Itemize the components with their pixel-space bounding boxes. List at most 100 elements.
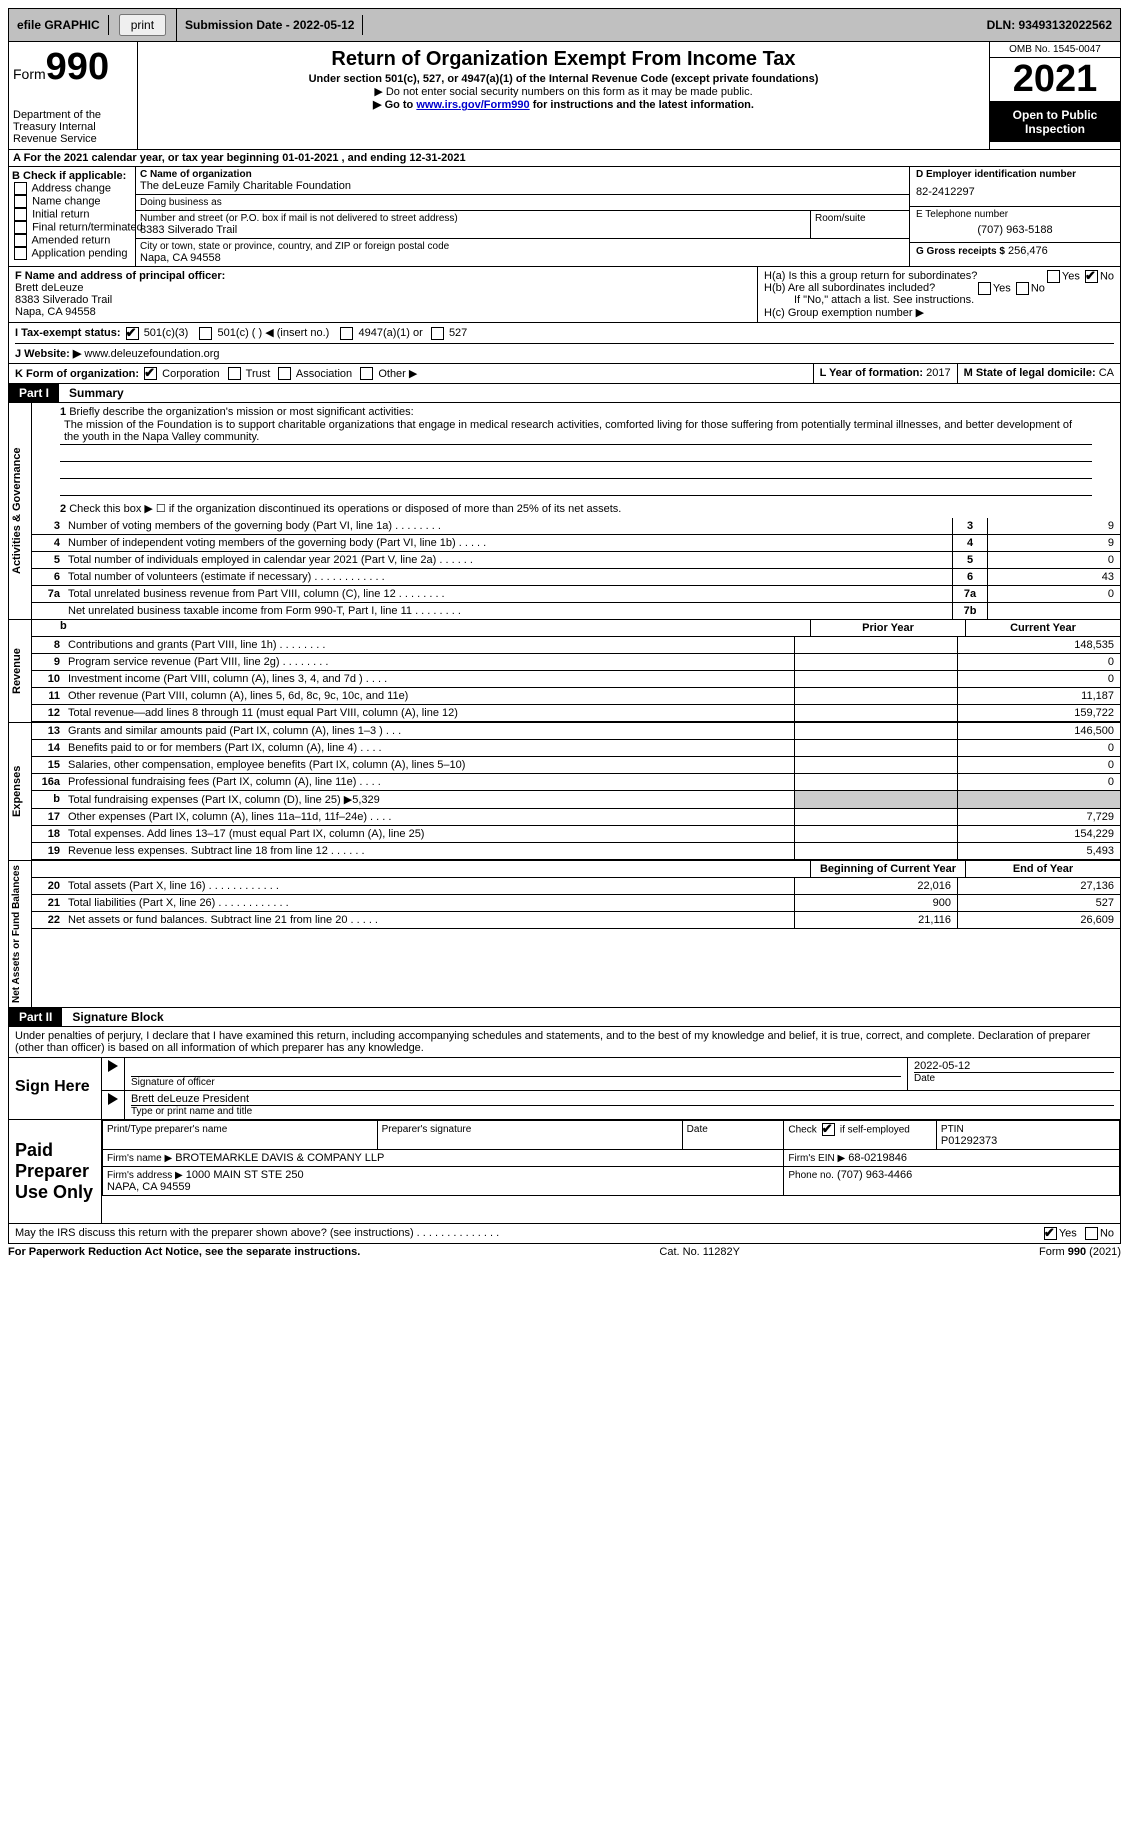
part1-header-row: Part I Summary	[8, 384, 1121, 403]
line1-mission: 1 Briefly describe the organization's mi…	[32, 403, 1120, 499]
chk-527[interactable]	[431, 327, 444, 340]
sign-here-label: Sign Here	[9, 1058, 102, 1119]
ptin-value: P01292373	[941, 1135, 997, 1147]
addr-label: Number and street (or P.O. box if mail i…	[140, 213, 806, 224]
hb-note: If "No," attach a list. See instructions…	[764, 294, 1114, 306]
row-a-taxyear: A For the 2021 calendar year, or tax yea…	[8, 150, 1121, 167]
note-link: ▶ Go to www.irs.gov/Form990 for instruct…	[142, 98, 985, 111]
prep-name-label: Print/Type preparer's name	[107, 1124, 227, 1135]
side-governance: Activities & Governance	[9, 403, 32, 619]
line2-checkbox: 2 Check this box ▶ ☐ if the organization…	[32, 499, 1120, 518]
prep-date-label: Date	[687, 1124, 708, 1135]
chk-name-change[interactable]: Name change	[12, 195, 132, 208]
chk-self-employed[interactable]	[822, 1123, 835, 1136]
col-b-checkboxes: B Check if applicable: Address change Na…	[9, 167, 136, 266]
top-bar: efile GRAPHIC print Submission Date - 20…	[8, 8, 1121, 42]
col-d-info: D Employer identification number 82-2412…	[910, 167, 1120, 266]
arrow-icon	[108, 1060, 118, 1072]
officer-name: Brett deLeuze	[15, 282, 751, 294]
chk-amended[interactable]: Amended return	[12, 234, 132, 247]
officer-addr2: Napa, CA 94558	[15, 306, 751, 318]
summary-line: 7aTotal unrelated business revenue from …	[32, 586, 1120, 603]
sig-officer-label: Signature of officer	[131, 1077, 901, 1088]
chk-discuss-yes[interactable]	[1044, 1227, 1057, 1240]
arrow-icon	[108, 1093, 118, 1105]
department-label: Department of the Treasury Internal Reve…	[13, 109, 133, 145]
officer-addr1: 8383 Silverado Trail	[15, 294, 751, 306]
col-current-year: Current Year	[965, 620, 1120, 636]
print-button[interactable]: print	[119, 14, 166, 36]
summary-governance: Activities & Governance 1 Briefly descri…	[8, 403, 1121, 620]
prep-sig-label: Preparer's signature	[382, 1124, 472, 1135]
col-begin-year: Beginning of Current Year	[810, 861, 965, 877]
city-value: Napa, CA 94558	[140, 252, 905, 264]
summary-line: 4Number of independent voting members of…	[32, 535, 1120, 552]
summary-line: 11Other revenue (Part VIII, column (A), …	[32, 688, 1120, 705]
hb-row: H(b) Are all subordinates included? Yes …	[764, 282, 1114, 294]
ein-label: D Employer identification number	[916, 169, 1114, 180]
summary-line: 3Number of voting members of the governi…	[32, 518, 1120, 535]
summary-line: 9Program service revenue (Part VIII, lin…	[32, 654, 1120, 671]
chk-discuss-no[interactable]	[1085, 1227, 1098, 1240]
summary-line: 12Total revenue—add lines 8 through 11 (…	[32, 705, 1120, 722]
room-label: Room/suite	[811, 211, 909, 238]
date-label: Date	[914, 1072, 1114, 1084]
block-bcd: B Check if applicable: Address change Na…	[8, 167, 1121, 267]
part1-title: Summary	[59, 384, 134, 402]
addr-value: 8383 Silverado Trail	[140, 224, 806, 236]
footer-right: Form 990 (2021)	[1039, 1246, 1121, 1258]
org-name: The deLeuze Family Charitable Foundation	[140, 180, 905, 192]
part2-badge: Part II	[9, 1008, 62, 1026]
summary-line: 20Total assets (Part X, line 16) . . . .…	[32, 878, 1120, 895]
chk-assoc[interactable]	[278, 367, 291, 380]
form-subtitle: Under section 501(c), 527, or 4947(a)(1)…	[142, 73, 985, 85]
tax-year: 2021	[990, 58, 1120, 102]
chk-501c[interactable]	[199, 327, 212, 340]
efile-label: efile GRAPHIC	[9, 15, 109, 35]
state-domicile: CA	[1099, 367, 1114, 379]
summary-line: bTotal fundraising expenses (Part IX, co…	[32, 791, 1120, 809]
summary-line: 16aProfessional fundraising fees (Part I…	[32, 774, 1120, 791]
phone-label: E Telephone number	[916, 209, 1114, 220]
summary-line: 19Revenue less expenses. Subtract line 1…	[32, 843, 1120, 860]
summary-expenses: Expenses 13Grants and similar amounts pa…	[8, 723, 1121, 861]
side-expenses: Expenses	[9, 723, 32, 860]
chk-other[interactable]	[360, 367, 373, 380]
footer-left: For Paperwork Reduction Act Notice, see …	[8, 1246, 360, 1258]
summary-line: Net unrelated business taxable income fr…	[32, 603, 1120, 619]
chk-address-change[interactable]: Address change	[12, 182, 132, 195]
part2-header-row: Part II Signature Block	[8, 1008, 1121, 1027]
chk-initial-return[interactable]: Initial return	[12, 208, 132, 221]
form-title: Return of Organization Exempt From Incom…	[142, 48, 985, 71]
chk-4947[interactable]	[340, 327, 353, 340]
sig-date: 2022-05-12	[914, 1060, 1114, 1072]
ha-row: H(a) Is this a group return for subordin…	[764, 270, 1114, 282]
summary-line: 13Grants and similar amounts paid (Part …	[32, 723, 1120, 740]
col-prior-year: Prior Year	[810, 620, 965, 636]
firm-ein: 68-0219846	[848, 1152, 907, 1164]
part2-title: Signature Block	[62, 1008, 173, 1026]
irs-link[interactable]: www.irs.gov/Form990	[416, 99, 529, 111]
chk-trust[interactable]	[228, 367, 241, 380]
col-end-year: End of Year	[965, 861, 1120, 877]
summary-line: 15Salaries, other compensation, employee…	[32, 757, 1120, 774]
officer-printed-name: Brett deLeuze President	[131, 1093, 1114, 1105]
city-label: City or town, state or province, country…	[140, 241, 905, 252]
form-number: Form990	[13, 46, 133, 89]
officer-name-label: Type or print name and title	[131, 1105, 1114, 1117]
chk-corp[interactable]	[144, 367, 157, 380]
dba-label: Doing business as	[140, 197, 905, 208]
chk-final-return[interactable]: Final return/terminated	[12, 221, 132, 234]
gross-value: 256,476	[1008, 245, 1048, 257]
page-footer: For Paperwork Reduction Act Notice, see …	[8, 1244, 1121, 1260]
summary-netassets: Net Assets or Fund Balances Beginning of…	[8, 861, 1121, 1008]
row-i-j: I Tax-exempt status: 501(c)(3) 501(c) ( …	[8, 323, 1121, 364]
chk-501c3[interactable]	[126, 327, 139, 340]
officer-label: F Name and address of principal officer:	[15, 270, 751, 282]
summary-line: 6Total number of volunteers (estimate if…	[32, 569, 1120, 586]
summary-line: 5Total number of individuals employed in…	[32, 552, 1120, 569]
col-b-header: B Check if applicable:	[12, 170, 132, 182]
form-header: Form990 Department of the Treasury Inter…	[8, 42, 1121, 150]
inspection-label: Open to Public Inspection	[990, 102, 1120, 142]
chk-app-pending[interactable]: Application pending	[12, 247, 132, 260]
